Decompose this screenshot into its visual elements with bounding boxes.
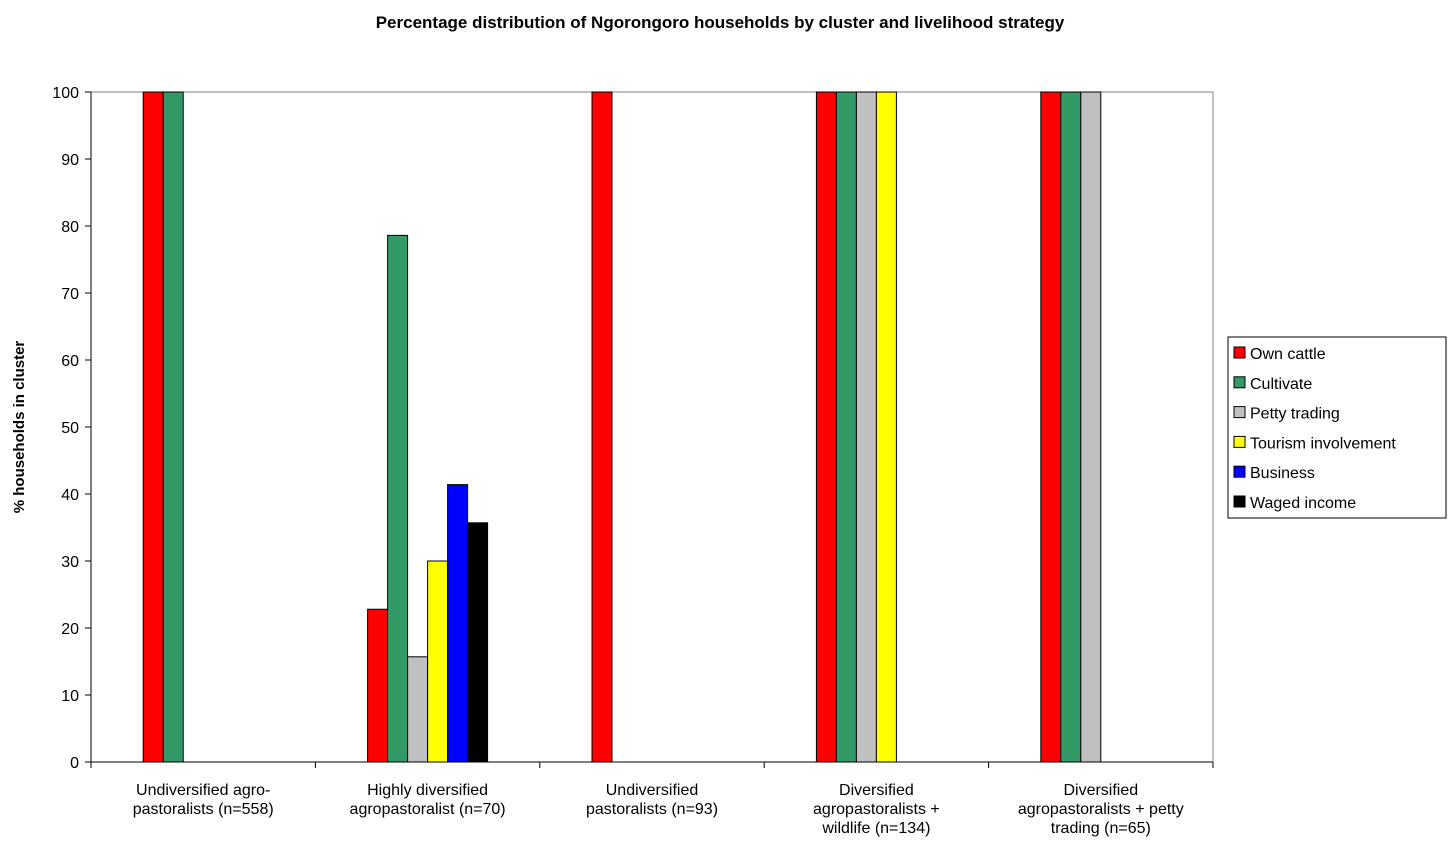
bar xyxy=(142,91,164,763)
legend-swatch xyxy=(1233,406,1246,419)
y-tick-label: 0 xyxy=(70,755,79,772)
y-axis-label: % households in cluster xyxy=(11,341,28,514)
bar xyxy=(367,608,389,763)
bar xyxy=(407,656,429,763)
legend-label: Petty trading xyxy=(1250,406,1340,423)
legend-swatch xyxy=(1233,435,1246,448)
x-tick-label: Undiversified agro-pastoralists (n=558) xyxy=(133,782,274,818)
bar xyxy=(427,560,449,763)
legend-label: Own cattle xyxy=(1250,346,1326,363)
legend-label: Business xyxy=(1250,465,1315,482)
legend-swatch xyxy=(1233,495,1246,508)
chart-title: Percentage distribution of Ngorongoro ho… xyxy=(376,13,1065,32)
bar xyxy=(875,91,897,763)
y-tick-label: 10 xyxy=(61,688,79,705)
legend-swatch xyxy=(1233,346,1246,359)
bar xyxy=(815,91,837,763)
bar xyxy=(1080,91,1102,763)
y-tick-label: 70 xyxy=(61,286,79,303)
legend-label: Cultivate xyxy=(1250,376,1312,393)
bar xyxy=(1040,91,1062,763)
y-tick-label: 90 xyxy=(61,152,79,169)
x-tick-label: Highly diversified agropastoralist (n=70) xyxy=(350,782,506,818)
y-tick-label: 50 xyxy=(61,420,79,437)
bar xyxy=(855,91,877,763)
y-tick-label: 80 xyxy=(61,219,79,236)
y-tick-label: 40 xyxy=(61,487,79,504)
legend-label: Tourism involvement xyxy=(1250,435,1396,452)
x-tick-label: Diversified agropastoralists + petty tradi… xyxy=(1018,782,1184,837)
bar xyxy=(835,91,857,763)
x-tick-label: Undiversified pastoralists (n=93) xyxy=(586,782,718,818)
bar xyxy=(591,91,613,763)
y-tick-label: 20 xyxy=(61,621,79,638)
legend-label: Waged income xyxy=(1250,495,1356,512)
legend-box xyxy=(1227,336,1447,519)
legend-swatch xyxy=(1233,376,1246,389)
x-tick-label: Diversified agropastoralists + wildlife (n… xyxy=(813,782,940,837)
y-tick-label: 100 xyxy=(52,85,79,102)
bar xyxy=(467,522,489,763)
bar xyxy=(387,234,409,763)
y-tick-label: 30 xyxy=(61,554,79,571)
legend-swatch xyxy=(1233,465,1246,478)
bar xyxy=(162,91,184,763)
bar xyxy=(1060,91,1082,763)
y-tick-label: 60 xyxy=(61,353,79,370)
bar xyxy=(447,484,469,763)
